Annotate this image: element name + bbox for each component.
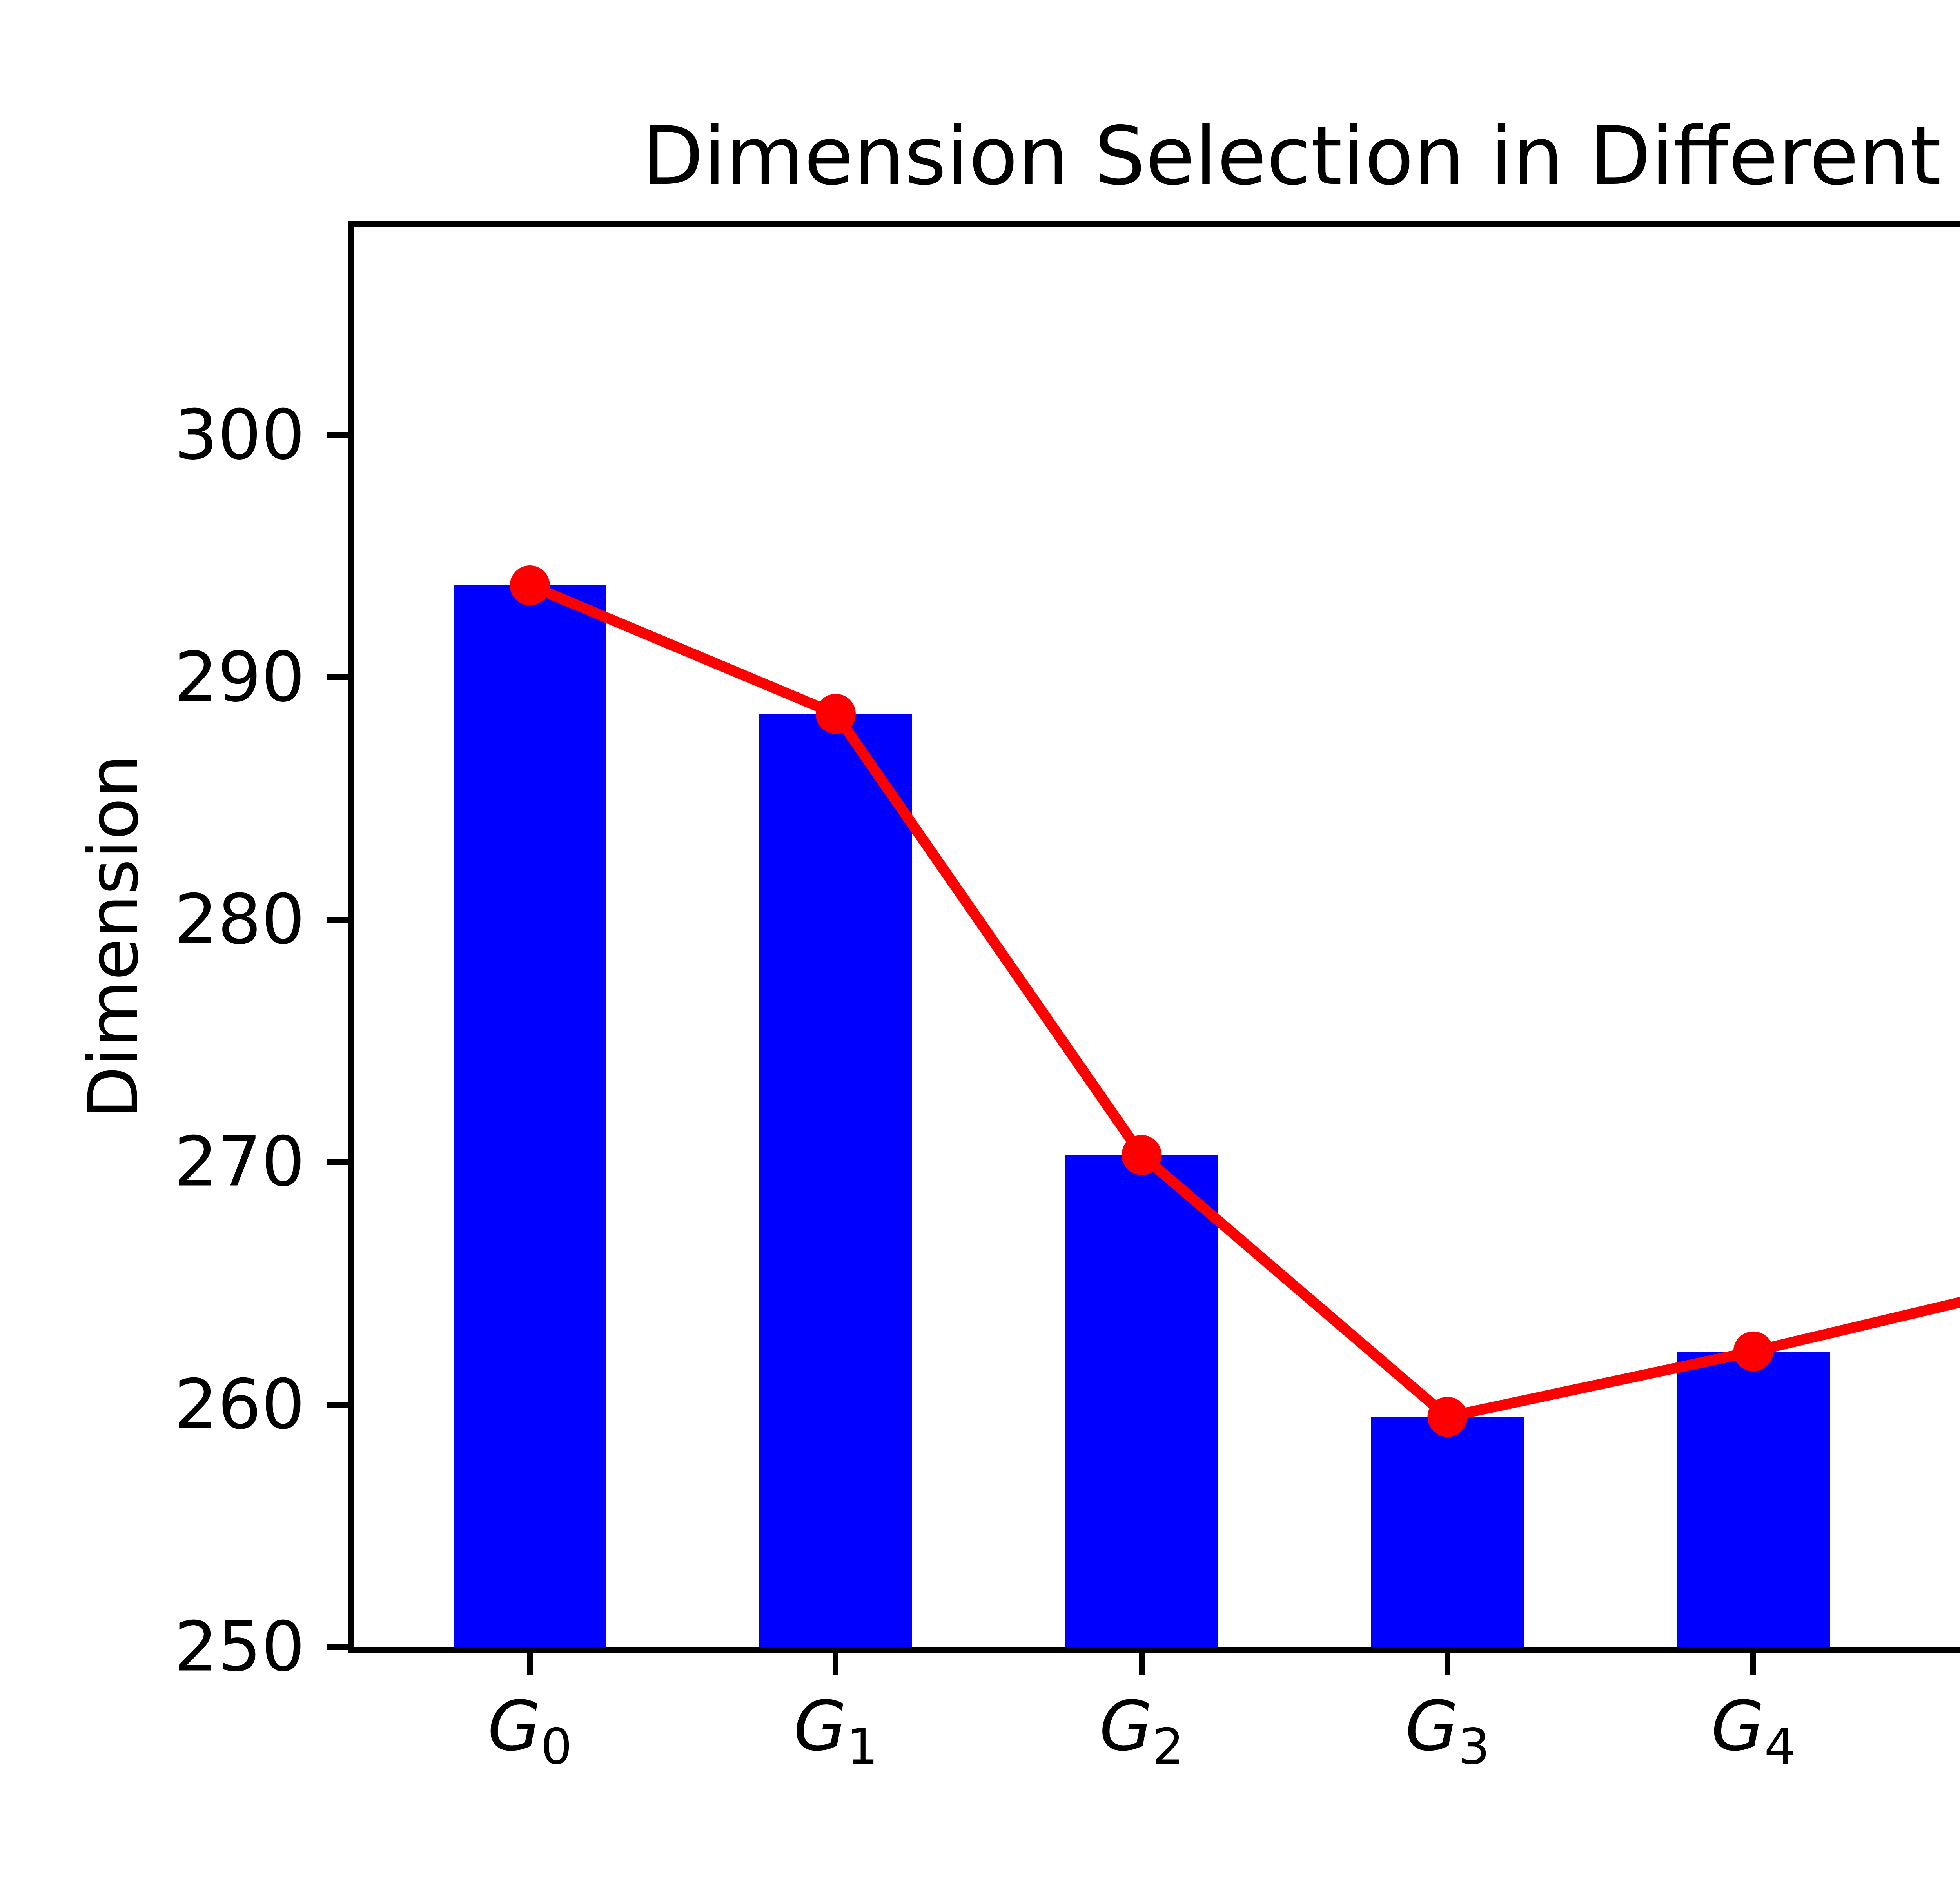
y-tick-mark-290 [327,674,348,681]
y-tick-mark-270 [327,1159,348,1165]
line-marker-G0 [510,565,550,606]
x-tick-mark-G0 [527,1653,533,1675]
y-tick-mark-280 [327,917,348,923]
y-tick-label-280: 280 [174,880,305,960]
bar-G2 [1065,1155,1218,1647]
y-tick-label-250: 250 [174,1607,305,1687]
y-tick-label-290: 290 [174,638,305,718]
bar-G4 [1677,1351,1830,1647]
chart-title: Dimension Selection in Different Groups [641,110,1960,203]
bar-G3 [1371,1417,1524,1647]
y-tick-mark-250 [327,1644,348,1650]
x-tick-mark-G2 [1138,1653,1145,1675]
line-path [528,580,1960,1422]
y-tick-label-270: 270 [174,1122,305,1202]
line-marker-G1 [815,694,856,734]
x-tick-label-G3: G3 [1405,1687,1490,1776]
x-tick-mark-G1 [833,1653,839,1675]
x-tick-label-G1: G1 [793,1687,878,1776]
bar-G1 [759,714,912,1647]
y-axis-label: Dimension [74,754,154,1119]
y-axis-label-container: Dimension [47,227,180,1647]
line-series-layer [510,565,1960,1437]
y-tick-label-300: 300 [174,395,305,475]
line-marker-G2 [1122,1135,1162,1175]
line-marker-G3 [1427,1397,1468,1437]
y-tick-mark-300 [327,432,348,438]
x-tick-label-G2: G2 [1099,1687,1184,1776]
line-marker-G4 [1733,1331,1773,1372]
x-tick-label-G0: G0 [487,1687,572,1776]
y-tick-label-260: 260 [174,1365,305,1445]
x-tick-label-G4: G4 [1711,1687,1796,1776]
x-tick-mark-G3 [1445,1653,1450,1675]
bar-G0 [453,585,606,1647]
x-tick-mark-G4 [1750,1653,1757,1675]
y-tick-mark-260 [327,1402,348,1408]
